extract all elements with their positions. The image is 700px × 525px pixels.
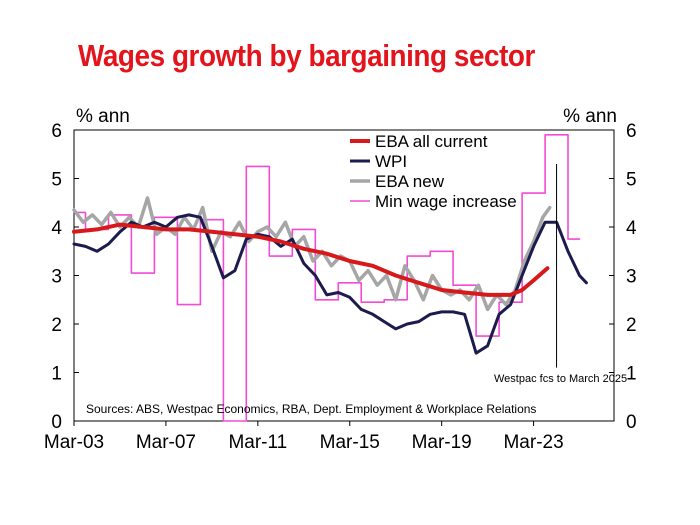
y-axis-label-right: % ann xyxy=(563,106,617,127)
y-tick-label-right: 4 xyxy=(626,218,637,239)
y-tick-label-right: 3 xyxy=(626,267,637,288)
series-line-min-wage-increase xyxy=(73,134,581,422)
y-tick-label-right: 6 xyxy=(626,121,637,142)
y-tick-label-left: 5 xyxy=(51,170,62,191)
annotations: Westpac fcs to March 2025 Sources: ABS, W… xyxy=(86,163,627,416)
x-tick-label: Mar-03 xyxy=(44,432,104,453)
legend-label-eba-all-current: EBA all current xyxy=(375,132,488,151)
legend-label-wpi: WPI xyxy=(375,152,407,171)
x-tick-label: Mar-19 xyxy=(412,432,472,453)
x-tick-label: Mar-15 xyxy=(320,432,380,453)
forecast-annotation: Westpac fcs to March 2025 xyxy=(494,373,627,385)
legend-label-min-wage-increase: Min wage increase xyxy=(375,192,517,211)
y-tick-label-right: 5 xyxy=(626,170,637,191)
y-tick-label-left: 1 xyxy=(51,364,62,385)
y-axis-label-left: % ann xyxy=(76,106,130,127)
y-tick-label-left: 0 xyxy=(51,412,62,433)
legend-label-eba-new: EBA new xyxy=(375,172,445,191)
y-tick-label-left: 4 xyxy=(51,218,62,239)
y-tick-label-right: 2 xyxy=(626,315,637,336)
y-tick-label-left: 2 xyxy=(51,315,62,336)
axes: 0 0 1 1 2 2 3 3 4 4 5 5 6 6 Mar-03 Mar-07 Mar-11 Mar-15 Ma… xyxy=(44,106,637,453)
series-line-eba-all-current xyxy=(72,222,550,297)
series-layer xyxy=(72,134,588,422)
x-tick-label: Mar-11 xyxy=(228,432,287,453)
chart-title: Wages growth by bargaining sector xyxy=(78,38,535,73)
x-tick-label: Mar-23 xyxy=(503,432,563,453)
source-note: Sources: ABS, Westpac Economics, RBA, De… xyxy=(86,402,536,416)
y-tick-label-left: 3 xyxy=(51,267,62,288)
series-line-wpi xyxy=(72,213,588,355)
y-tick-label-right: 0 xyxy=(626,412,637,433)
x-tick-label: Mar-07 xyxy=(136,432,196,453)
y-tick-label-left: 6 xyxy=(51,121,62,142)
y-tick-label-right: 1 xyxy=(626,364,637,385)
